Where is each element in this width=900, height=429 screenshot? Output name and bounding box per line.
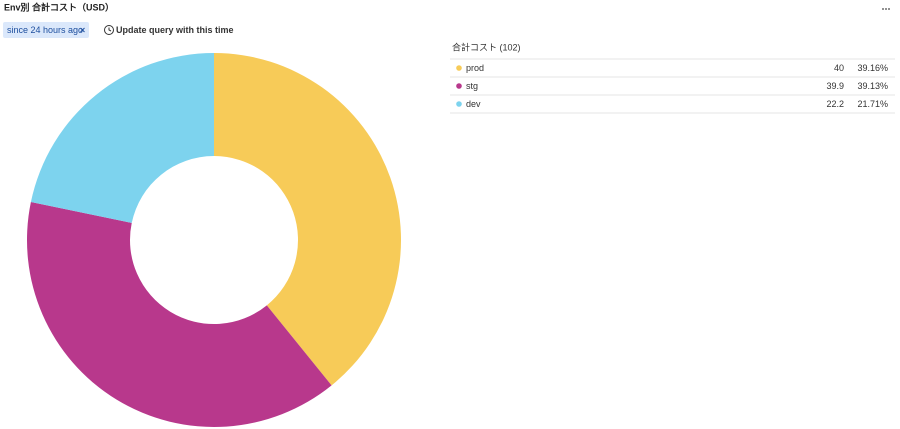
legend-label: dev bbox=[466, 99, 481, 109]
legend-value: 39.9 bbox=[826, 81, 844, 91]
legend-swatch bbox=[456, 65, 462, 71]
update-query-button[interactable]: Update query with this time bbox=[104, 25, 234, 35]
donut bbox=[26, 53, 401, 428]
update-query-label: Update query with this time bbox=[116, 25, 234, 35]
legend-share: 21.71% bbox=[857, 99, 888, 109]
time-filter-label: since 24 hours ago bbox=[7, 25, 83, 35]
donut-slice bbox=[26, 202, 332, 428]
legend-row[interactable]: stg 39.9 39.13% bbox=[450, 76, 895, 91]
legend: prod 40 39.16% stg 39.9 39.13% dev 22.2 21.71% bbox=[450, 58, 895, 114]
legend-label: stg bbox=[466, 81, 478, 91]
remove-filter[interactable] bbox=[80, 27, 85, 33]
legend-row[interactable]: prod 40 39.16% bbox=[450, 58, 895, 73]
legend-title: 合計コスト (102) bbox=[452, 41, 521, 52]
legend-share: 39.13% bbox=[857, 81, 888, 91]
donut-slice bbox=[30, 53, 214, 223]
legend-swatch bbox=[456, 101, 462, 107]
legend-value: 22.2 bbox=[826, 99, 844, 109]
legend-row[interactable]: dev 22.2 21.71% bbox=[450, 94, 895, 114]
time-filter-tag bbox=[3, 22, 89, 38]
legend-label: prod bbox=[466, 63, 484, 73]
chart-title: Env別 合計コスト（USD） bbox=[4, 1, 114, 12]
legend-share: 39.16% bbox=[857, 63, 888, 73]
legend-swatch bbox=[456, 83, 462, 89]
legend-value: 40 bbox=[834, 63, 844, 73]
donut-slice bbox=[214, 53, 401, 386]
menu-button[interactable] bbox=[882, 8, 890, 10]
